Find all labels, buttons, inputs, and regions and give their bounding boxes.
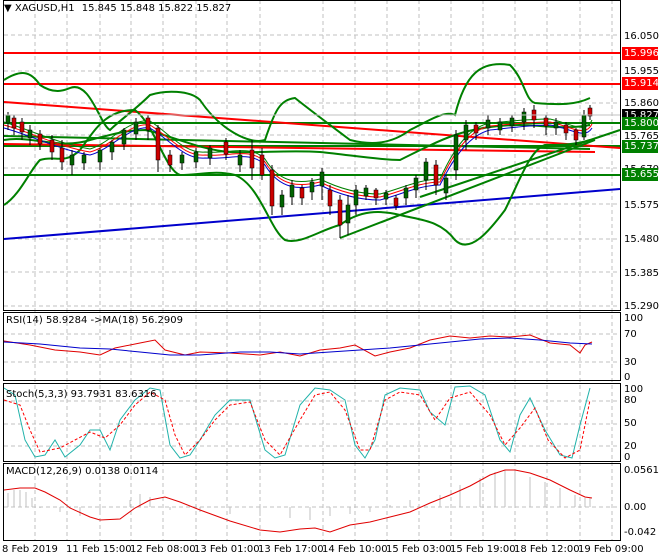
time-label: 13 Feb 17:00 [258, 544, 324, 555]
symbol-label: XAGUSD,H1 [14, 3, 75, 14]
stoch-lines [3, 385, 591, 459]
price-tick: 15.955 [624, 66, 659, 77]
macd-signal-line [3, 469, 593, 533]
price-tick: 16.050 [624, 31, 659, 42]
macd-tick: -0.042 [624, 527, 657, 538]
price-tick: 15.575 [624, 200, 659, 211]
rsi-lines [3, 334, 593, 357]
price-tick: 15.480 [624, 234, 659, 245]
price-tick: 15.860 [624, 98, 659, 109]
macd-label: MACD(12,26,9) 0.0138 0.0114 [6, 466, 159, 477]
trend-lines[interactable] [3, 101, 621, 240]
triangle-down-icon[interactable]: ▼ [4, 3, 12, 14]
rsi-label: RSI(14) 58.9284 ->MA(18) 56.2909 [6, 315, 183, 326]
time-label: 15 Feb 19:00 [450, 544, 516, 555]
stoch-label: Stoch(5,3,3) 93.7931 83.6316 [6, 389, 157, 400]
ohlc-values: 15.845 15.848 15.822 15.827 [81, 3, 232, 14]
level-tag-resistance-1: 15.996 [622, 47, 659, 60]
time-label: 12 Feb 08:00 [130, 544, 196, 555]
time-label: 19 Feb 09:00 [578, 544, 644, 555]
stoch-tick: 20 [624, 441, 637, 452]
rsi-tick: 0 [624, 372, 631, 383]
candlesticks[interactable] [5, 105, 593, 238]
panel-borders [3, 0, 621, 541]
macd-tick: 0.00 [624, 502, 647, 513]
stoch-tick: 80 [624, 395, 637, 406]
time-label: 18 Feb 12:00 [514, 544, 580, 555]
time-label: 14 Feb 10:00 [322, 544, 388, 555]
moving-averages [3, 118, 593, 201]
chart-header: ▼ XAGUSD,H1 15.845 15.848 15.822 15.827 [4, 3, 231, 15]
time-label: 15 Feb 03:00 [386, 544, 452, 555]
macd-tick: 0.0561 [624, 465, 659, 476]
price-tick: 15.385 [624, 268, 659, 279]
rsi-tick: 100 [624, 313, 644, 324]
level-tag-support-2: 15.737 [622, 140, 659, 153]
stoch-tick: 50 [624, 418, 637, 429]
stoch-tick: 100 [624, 384, 644, 395]
time-label: 13 Feb 01:00 [194, 544, 260, 555]
rsi-tick: 70 [624, 329, 637, 340]
rsi-tick: 30 [624, 357, 637, 368]
time-label: 11 Feb 15:00 [66, 544, 132, 555]
macd-histogram [7, 470, 591, 520]
level-tag-support-3: 15.655 [622, 168, 659, 181]
level-tag-resistance-2: 15.914 [622, 77, 659, 90]
stoch-tick: 0 [624, 452, 631, 463]
price-tick: 15.290 [624, 301, 659, 312]
grid [4, 0, 620, 540]
price-tick: 15.765 [624, 131, 659, 142]
level-tag-support-1: 15.800 [622, 117, 659, 130]
time-label: 8 Feb 2019 [2, 544, 58, 555]
